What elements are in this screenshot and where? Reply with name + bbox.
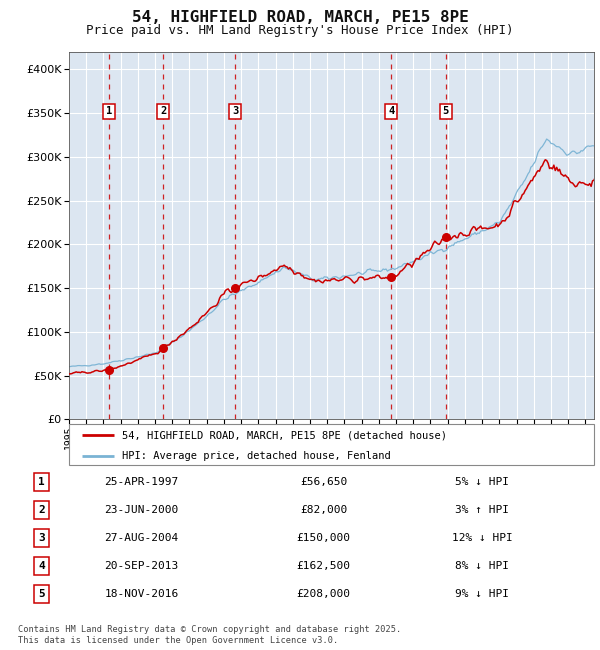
Text: 18-NOV-2016: 18-NOV-2016 <box>104 589 178 599</box>
Text: 9% ↓ HPI: 9% ↓ HPI <box>455 589 509 599</box>
Text: 27-AUG-2004: 27-AUG-2004 <box>104 533 178 543</box>
Text: Price paid vs. HM Land Registry's House Price Index (HPI): Price paid vs. HM Land Registry's House … <box>86 24 514 37</box>
Text: 54, HIGHFIELD ROAD, MARCH, PE15 8PE: 54, HIGHFIELD ROAD, MARCH, PE15 8PE <box>131 10 469 25</box>
Text: 3: 3 <box>232 107 238 116</box>
Text: Contains HM Land Registry data © Crown copyright and database right 2025.
This d: Contains HM Land Registry data © Crown c… <box>18 625 401 645</box>
Text: 5% ↓ HPI: 5% ↓ HPI <box>455 477 509 487</box>
Text: £150,000: £150,000 <box>296 533 350 543</box>
Text: 3: 3 <box>38 533 45 543</box>
Text: 3% ↑ HPI: 3% ↑ HPI <box>455 505 509 515</box>
Text: 23-JUN-2000: 23-JUN-2000 <box>104 505 178 515</box>
Text: 2: 2 <box>160 107 166 116</box>
Text: 5: 5 <box>442 107 449 116</box>
Text: 25-APR-1997: 25-APR-1997 <box>104 477 178 487</box>
Text: £56,650: £56,650 <box>300 477 347 487</box>
Text: 1: 1 <box>38 477 45 487</box>
Text: 12% ↓ HPI: 12% ↓ HPI <box>452 533 513 543</box>
Text: 4: 4 <box>388 107 394 116</box>
Text: 54, HIGHFIELD ROAD, MARCH, PE15 8PE (detached house): 54, HIGHFIELD ROAD, MARCH, PE15 8PE (det… <box>121 430 446 440</box>
Text: £82,000: £82,000 <box>300 505 347 515</box>
Text: 8% ↓ HPI: 8% ↓ HPI <box>455 561 509 571</box>
Text: 4: 4 <box>38 561 45 571</box>
Text: 20-SEP-2013: 20-SEP-2013 <box>104 561 178 571</box>
Text: 2: 2 <box>38 505 45 515</box>
Text: HPI: Average price, detached house, Fenland: HPI: Average price, detached house, Fenl… <box>121 450 390 461</box>
Text: £208,000: £208,000 <box>296 589 350 599</box>
Text: 5: 5 <box>38 589 45 599</box>
Text: £162,500: £162,500 <box>296 561 350 571</box>
Text: 1: 1 <box>106 107 112 116</box>
